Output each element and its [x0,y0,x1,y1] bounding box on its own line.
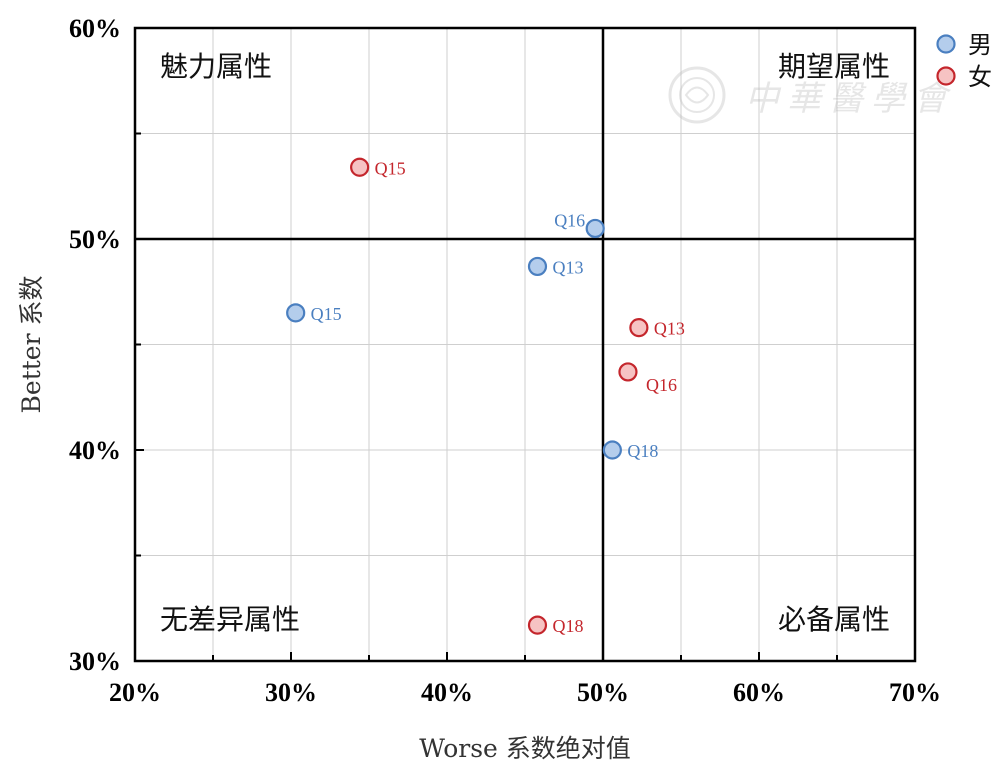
legend-label: 男 [968,31,992,59]
x-tick-label: 40% [421,678,473,707]
watermark-seal-icon [668,66,726,124]
x-tick-label: 30% [265,678,317,707]
y-tick-label: 60% [69,14,121,43]
y-tick-label: 30% [69,647,121,676]
quadrant-label: 无差异属性 [160,603,300,636]
data-point [350,157,370,177]
data-point-label: Q15 [375,158,406,178]
watermark: 中華醫學會 [668,66,955,124]
data-point-label: Q13 [552,257,583,277]
quadrant-label: 必备属性 [778,603,890,636]
y-tick-label: 50% [69,225,121,254]
x-axis-title: Worse 系数绝对值 [419,734,631,763]
y-axis-tick-labels: 30% 40% 50% 60% [69,14,121,676]
y-tick-label: 40% [69,436,121,465]
data-point-label: Q13 [654,319,685,339]
data-point-label: Q16 [554,210,585,230]
data-point-label: Q16 [646,375,677,395]
data-point [602,440,622,460]
data-points: Q16 Q13 Q15 Q18 Q15 Q13 Q16 Q18 [286,157,685,636]
quadrant-label: 期望属性 [778,50,890,83]
axis-ticks [134,27,916,662]
data-point [585,218,605,239]
watermark-text: 中華醫學會 [745,79,955,119]
quadrant-dividers [135,28,915,661]
legend-label: 女 [968,63,992,91]
legend-marker [936,66,956,86]
x-axis-tick-labels: 20% 30% 40% 50% 60% 70% [109,678,941,707]
quadrant-label: 魅力属性 [160,50,272,83]
data-point [618,362,638,382]
x-tick-label: 50% [577,678,629,707]
data-point [527,256,548,277]
data-point-label: Q18 [552,616,583,636]
x-tick-label: 60% [733,678,785,707]
legend: 男女 [936,31,992,91]
data-point [629,318,649,338]
data-point-label: Q15 [311,304,342,324]
x-tick-label: 70% [889,678,941,707]
data-point [527,615,548,635]
y-axis-title: Better 系数 [17,276,46,414]
x-tick-label: 20% [109,678,161,707]
grid-lines [135,28,915,661]
legend-marker [936,34,956,54]
data-point [286,303,306,323]
data-point-label: Q18 [627,441,658,461]
